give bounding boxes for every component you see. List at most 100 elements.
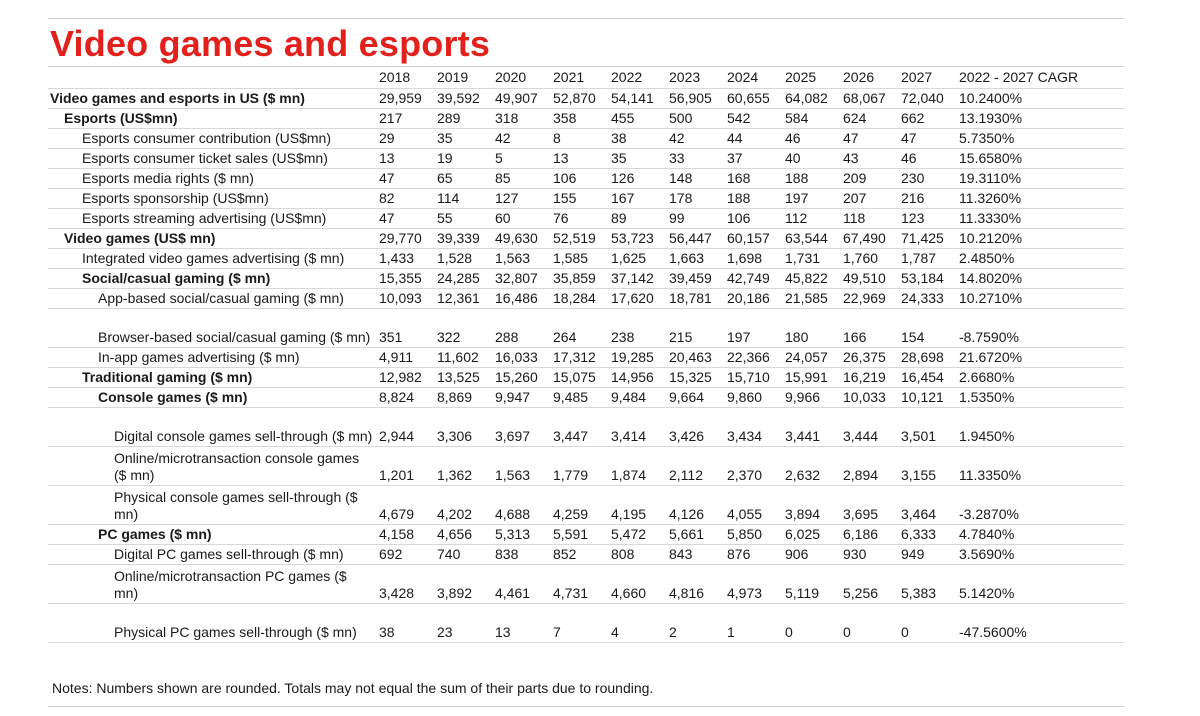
table-row: Digital PC games sell-through ($ mn) 692 7… [48, 544, 1124, 565]
value-cell: 53,184 [898, 268, 956, 289]
value-cell: 9,484 [608, 387, 666, 408]
value-cell: 2,632 [782, 446, 840, 486]
value-cell: 6,333 [898, 524, 956, 545]
value-cell: 740 [434, 544, 492, 565]
table-row: Console games ($ mn) 8,824 8,869 9,947 9,485… [48, 387, 1124, 408]
value-cell: 2,370 [724, 446, 782, 486]
value-cell: 49,907 [492, 88, 550, 109]
header-cell: 2026 [840, 66, 898, 89]
value-cell: 4,816 [666, 564, 724, 604]
value-cell: 65 [434, 168, 492, 189]
value-cell: 14,956 [608, 367, 666, 388]
value-cell: 24,057 [782, 347, 840, 368]
value-cell: 167 [608, 188, 666, 209]
value-cell: 29,959 [376, 88, 434, 109]
table-row: Esports streaming advertising (US$mn) 47 5… [48, 208, 1124, 229]
value-cell: 949 [898, 544, 956, 565]
row-label: Esports consumer contribution (US$mn) [48, 128, 376, 149]
value-cell: 1,787 [898, 248, 956, 269]
value-cell: 906 [782, 544, 840, 565]
value-cell: 38 [608, 128, 666, 149]
value-cell: 39,339 [434, 228, 492, 249]
value-cell: 3,441 [782, 407, 840, 447]
row-label: Console games ($ mn) [48, 387, 376, 408]
value-cell: 289 [434, 108, 492, 129]
value-cell: 60 [492, 208, 550, 229]
row-label: In-app games advertising ($ mn) [48, 347, 376, 368]
value-cell: 2.4850% [956, 248, 1124, 269]
value-cell: 60,157 [724, 228, 782, 249]
value-cell: 76 [550, 208, 608, 229]
value-cell: 4,911 [376, 347, 434, 368]
value-cell: 5,383 [898, 564, 956, 604]
value-cell: 166 [840, 308, 898, 348]
value-cell: 0 [782, 603, 840, 643]
value-cell: 4,259 [550, 485, 608, 525]
value-cell: 10,033 [840, 387, 898, 408]
value-cell: 3,444 [840, 407, 898, 447]
value-cell: 542 [724, 108, 782, 129]
value-cell: 3,434 [724, 407, 782, 447]
value-cell: 1,528 [434, 248, 492, 269]
value-cell: 3,428 [376, 564, 434, 604]
value-cell: 22,969 [840, 288, 898, 309]
row-label: Digital console games sell-through ($ mn… [48, 407, 376, 447]
value-cell: 4,973 [724, 564, 782, 604]
value-cell: 10,093 [376, 288, 434, 309]
header-row: 2018 2019 2020 2021 2022 2023 2024 2025 … [48, 66, 1124, 89]
value-cell: 106 [550, 168, 608, 189]
value-cell: 40 [782, 148, 840, 169]
value-cell: 4,731 [550, 564, 608, 604]
value-cell: 2 [666, 603, 724, 643]
value-cell: 264 [550, 308, 608, 348]
value-cell: 662 [898, 108, 956, 129]
table-row: Traditional gaming ($ mn) 12,982 13,525 15,… [48, 367, 1124, 388]
value-cell: 13 [492, 603, 550, 643]
value-cell: 35 [608, 148, 666, 169]
value-cell: 37 [724, 148, 782, 169]
row-label: Online/microtransaction console games ($… [48, 446, 376, 486]
value-cell: 47 [376, 208, 434, 229]
value-cell: 1,201 [376, 446, 434, 486]
value-cell: 17,620 [608, 288, 666, 309]
table-row: Social/casual gaming ($ mn) 15,355 24,285 3… [48, 268, 1124, 289]
value-cell: -8.7590% [956, 308, 1124, 348]
value-cell: 9,966 [782, 387, 840, 408]
value-cell: 15,260 [492, 367, 550, 388]
value-cell: -3.2870% [956, 485, 1124, 525]
table-row: Esports sponsorship (US$mn) 82 114 127 155 16… [48, 188, 1124, 209]
value-cell: 0 [840, 603, 898, 643]
value-cell: 71,425 [898, 228, 956, 249]
row-label: Physical PC games sell-through ($ mn) [48, 603, 376, 643]
value-cell: 72,040 [898, 88, 956, 109]
value-cell: 0 [898, 603, 956, 643]
row-label: Social/casual gaming ($ mn) [48, 268, 376, 289]
row-label: Esports streaming advertising (US$mn) [48, 208, 376, 229]
top-rule [48, 18, 1124, 19]
value-cell: 4,660 [608, 564, 666, 604]
value-cell: 22,366 [724, 347, 782, 368]
value-cell: 15,991 [782, 367, 840, 388]
value-cell: 123 [898, 208, 956, 229]
value-cell: 35 [434, 128, 492, 149]
value-cell: 155 [550, 188, 608, 209]
value-cell: 2,112 [666, 446, 724, 486]
value-cell: 28,698 [898, 347, 956, 368]
value-cell: 54,141 [608, 88, 666, 109]
value-cell: 46 [782, 128, 840, 149]
value-cell: 68,067 [840, 88, 898, 109]
header-cell: 2022 [608, 66, 666, 89]
row-label: Esports (US$mn) [48, 108, 376, 129]
value-cell: 6,186 [840, 524, 898, 545]
row-label: Browser-based social/casual gaming ($ mn… [48, 308, 376, 348]
value-cell: 20,186 [724, 288, 782, 309]
value-cell: 20,463 [666, 347, 724, 368]
value-cell: 33 [666, 148, 724, 169]
value-cell: 692 [376, 544, 434, 565]
value-cell: 56,447 [666, 228, 724, 249]
value-cell: 5,591 [550, 524, 608, 545]
header-cell: 2025 [782, 66, 840, 89]
value-cell: 53,723 [608, 228, 666, 249]
value-cell: 1 [724, 603, 782, 643]
value-cell: 8,824 [376, 387, 434, 408]
